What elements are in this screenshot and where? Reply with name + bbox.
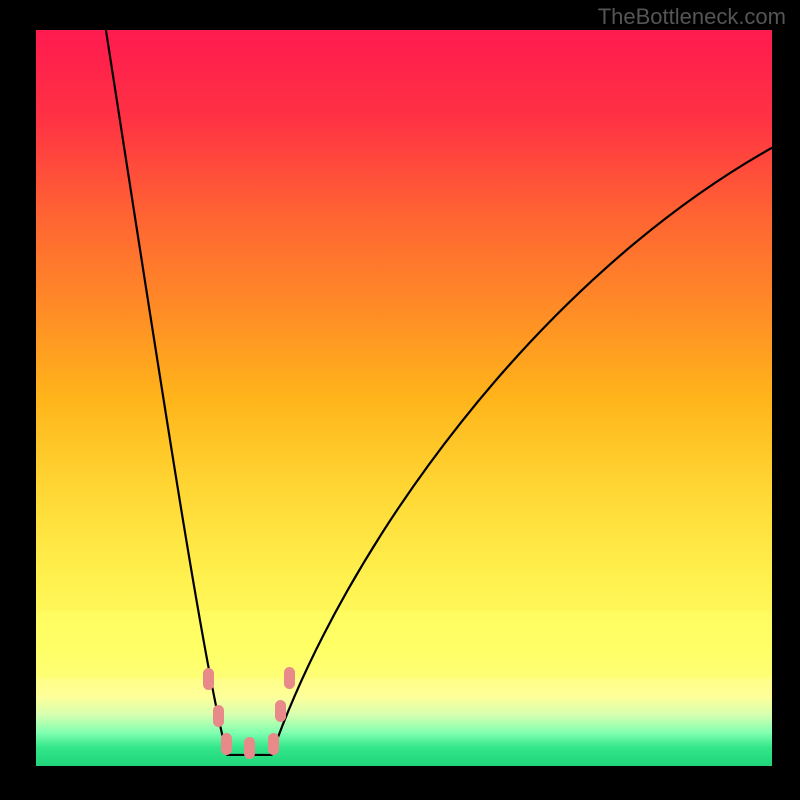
curve-marker (244, 737, 255, 759)
curve-marker (284, 667, 295, 689)
watermark-text: TheBottleneck.com (598, 4, 786, 30)
bottleneck-curve (36, 30, 772, 766)
plot-area (36, 30, 772, 766)
curve-marker (221, 733, 232, 755)
curve-marker (275, 700, 286, 722)
curve-path (106, 30, 772, 755)
curve-marker (268, 733, 279, 755)
canvas-root: TheBottleneck.com (0, 0, 800, 800)
curve-marker (203, 668, 214, 690)
curve-marker (213, 705, 224, 727)
